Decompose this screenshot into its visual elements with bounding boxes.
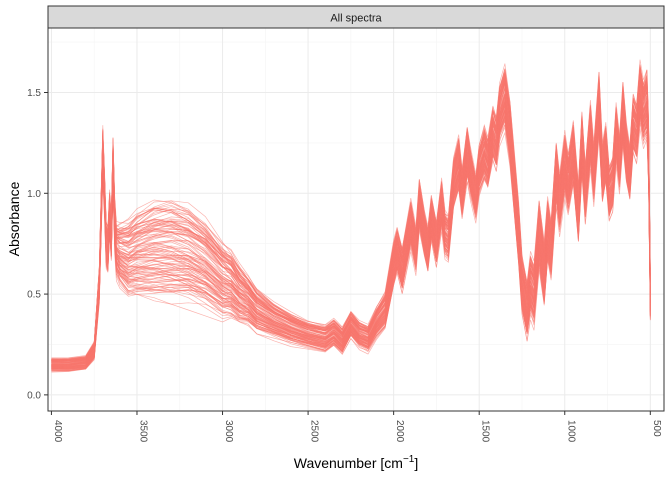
x-tick-label: 4000 xyxy=(52,420,63,443)
x-tick-label: 1000 xyxy=(565,420,576,443)
spectrum-line xyxy=(51,64,651,361)
y-tick-label: 0.5 xyxy=(27,290,41,301)
x-tick-label: 3500 xyxy=(138,420,149,443)
x-axis-title-main: Wavenumber [cm xyxy=(294,455,403,471)
y-tick-label: 0.0 xyxy=(27,390,41,401)
x-tick-label: 2500 xyxy=(309,420,320,443)
y-tick-label: 1.5 xyxy=(27,88,41,99)
y-axis: 0.0 0.5 1.0 1.5 xyxy=(27,88,48,401)
y-tick-label: 1.0 xyxy=(27,189,41,200)
x-tick-label: 500 xyxy=(651,420,662,437)
spectrum-line xyxy=(51,78,651,363)
spectrum-line xyxy=(51,115,651,372)
x-tick-label: 1500 xyxy=(480,420,491,443)
x-axis-title-superscript: −1 xyxy=(403,454,415,465)
x-axis-title-suffix: ] xyxy=(414,455,418,471)
facet-strip-label: All spectra xyxy=(330,13,382,25)
x-axis-title: Wavenumber [cm−1] xyxy=(294,454,418,471)
x-axis: 4000 3500 3000 2500 2000 1500 1000 500 xyxy=(50,411,662,443)
panel-border xyxy=(47,27,665,412)
x-tick-label: 2000 xyxy=(394,420,405,443)
x-tick-label: 3000 xyxy=(223,420,234,443)
major-gridlines xyxy=(48,28,664,411)
spectra-lines xyxy=(51,59,651,373)
y-axis-title: Absorbance xyxy=(6,181,22,256)
